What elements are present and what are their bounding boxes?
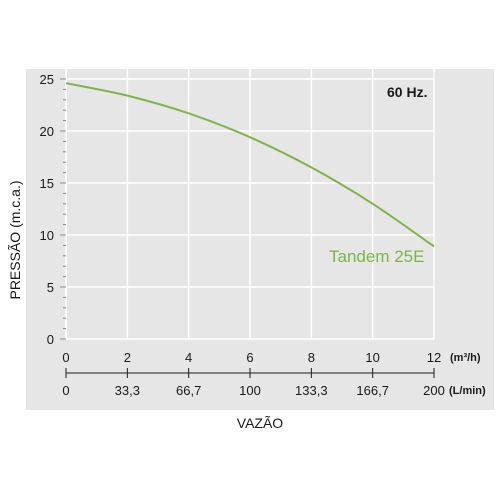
x2-tick-label: 166,7	[356, 383, 389, 398]
series-label: Tandem 25E	[329, 247, 424, 266]
y-tick-labels: 0 5 10 15 20 25	[40, 72, 54, 347]
x2-tick-label: 133,3	[295, 383, 328, 398]
x-tick-label: 12	[427, 350, 441, 365]
x-unit-label: (m³/h)	[450, 352, 481, 364]
x-tick-labels: 0 2 4 6 8 10 12	[62, 350, 441, 365]
y-tick-label: 25	[40, 72, 54, 87]
frequency-annotation: 60 Hz.	[387, 84, 427, 100]
x2-tick-label: 0	[62, 383, 69, 398]
y-tick-label: 0	[47, 332, 54, 347]
y-axis-title: PRESSÃO (m.c.a.)	[7, 180, 23, 299]
plot-background	[26, 69, 494, 410]
x-tick-label: 10	[365, 350, 379, 365]
series-line	[65, 82, 435, 248]
x2-tick-label: 200	[423, 383, 445, 398]
y-tick-label: 15	[40, 176, 54, 191]
x-tick-label: 6	[246, 350, 253, 365]
series-layer	[65, 82, 435, 248]
y-tick-label: 10	[40, 228, 54, 243]
x-tick-label: 0	[62, 350, 69, 365]
y-tick-label: 20	[40, 124, 54, 139]
x2-tick-labels: 0 33,3 66,7 100 133,3 166,7 200	[62, 368, 445, 398]
x-axis-title: VAZÃO	[237, 415, 284, 431]
x2-tick-label: 66,7	[176, 383, 201, 398]
x2-tick-label: 100	[239, 383, 261, 398]
x-tick-label: 4	[185, 350, 192, 365]
y-minor-ticks	[60, 78, 66, 340]
x2-tick-label: 33,3	[115, 383, 140, 398]
x-tick-label: 2	[124, 350, 131, 365]
x2-unit-label: (L/min)	[449, 385, 486, 397]
y-tick-label: 5	[47, 280, 54, 295]
x-tick-label: 8	[308, 350, 315, 365]
